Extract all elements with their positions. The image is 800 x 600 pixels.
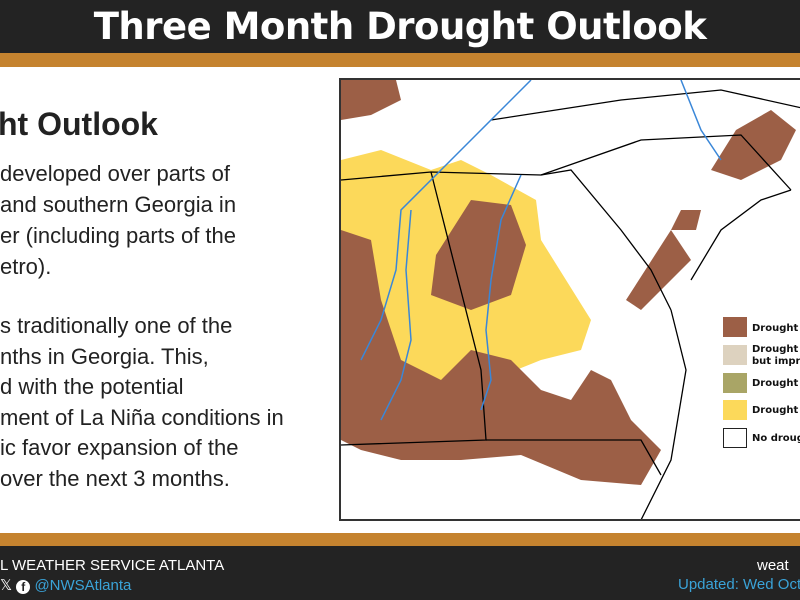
footer-accent-bar xyxy=(0,533,800,546)
state-borders xyxy=(341,89,800,519)
drought-persists-region xyxy=(431,200,526,310)
page-title: Three Month Drought Outlook xyxy=(0,0,800,53)
facebook-icon[interactable]: f xyxy=(16,580,31,594)
legend-label: Drought xyxy=(752,344,799,355)
footer-website[interactable]: weat xyxy=(757,557,789,574)
paragraph-1: developed over parts of and southern Geo… xyxy=(0,158,236,282)
footer-org: L WEATHER SERVICE ATLANTA xyxy=(0,557,225,574)
text-line: over the next 3 months. xyxy=(0,465,230,491)
legend-label: Drought xyxy=(752,378,799,389)
legend-swatch-none xyxy=(723,428,747,448)
legend-swatch-persists xyxy=(723,317,747,337)
text-line: nths in Georgia. This, xyxy=(0,343,209,369)
text-line: etro). xyxy=(0,254,52,279)
text-line: s traditionally one of the xyxy=(0,313,233,338)
drought-persists-region xyxy=(711,110,796,180)
rivers xyxy=(360,80,722,421)
updated-timestamp: Updated: Wed Oct xyxy=(678,576,800,593)
text-line: developed over parts of xyxy=(0,161,230,186)
legend-swatch-improves xyxy=(723,345,747,365)
legend-swatch-develops xyxy=(723,400,747,420)
drought-outlook-map xyxy=(339,78,800,521)
legend-swatch-removal xyxy=(723,373,747,393)
footer-social: 𝕏 f @NWSAtlanta xyxy=(0,576,131,594)
footer xyxy=(0,546,800,600)
text-line: and southern Georgia in xyxy=(0,192,237,217)
legend-label: No droug xyxy=(752,433,800,444)
legend-label: Drought xyxy=(752,405,799,416)
legend-label: but impr xyxy=(752,356,800,367)
drought-persists-region xyxy=(341,80,401,120)
header-accent-bar xyxy=(0,53,800,67)
text-line: d with the potential xyxy=(0,374,184,399)
text-line: er (including parts of the xyxy=(0,223,237,248)
twitter-handle[interactable]: @NWSAtlanta xyxy=(34,577,132,594)
drought-persists-region xyxy=(626,230,691,310)
x-icon[interactable]: 𝕏 xyxy=(0,577,13,594)
drought-persists-region xyxy=(671,210,701,230)
text-line: ic favor expansion of the xyxy=(0,435,239,460)
drought-persists-region xyxy=(341,230,661,485)
legend-label: Drought xyxy=(752,323,799,334)
section-heading: ht Outlook xyxy=(0,106,158,142)
map-graphic xyxy=(341,80,800,519)
paragraph-2: s traditionally one of the nths in Georg… xyxy=(0,311,284,494)
text-line: ment of La Niña conditions in xyxy=(0,404,284,430)
